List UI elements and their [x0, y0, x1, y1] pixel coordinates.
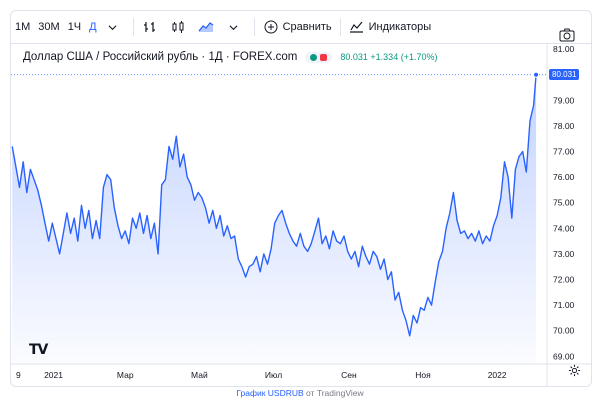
- alert-icon: [320, 53, 328, 61]
- interval-1h[interactable]: 1Ч: [67, 21, 82, 33]
- price-quote: 80.031 +1.334 (+1.70%): [340, 52, 438, 62]
- indicators-button[interactable]: Индикаторы: [345, 11, 436, 43]
- attribution: График USDRUB от TradingView: [0, 388, 600, 398]
- last-price-badge: 80.031: [549, 68, 580, 80]
- time-tick-label: Сен: [341, 370, 357, 380]
- compare-button[interactable]: Сравнить: [259, 11, 336, 43]
- price-tick-label: 69.00: [553, 351, 575, 361]
- bar-style-button[interactable]: [138, 11, 166, 43]
- toolbar-divider: [253, 18, 255, 36]
- price-tick-label: 74.00: [553, 223, 575, 233]
- attribution-suffix: от TradingView: [303, 388, 364, 398]
- plus-circle-icon: [263, 19, 279, 35]
- chart-toolbar: 1М 30М 1Ч Д: [11, 11, 591, 44]
- price-tick-label: 76.00: [553, 172, 575, 182]
- area-style-button[interactable]: [194, 11, 222, 43]
- price-tick-label: 71.00: [553, 300, 575, 310]
- snapshot-button[interactable]: [555, 19, 583, 51]
- market-status[interactable]: [305, 51, 333, 63]
- gear-icon: [568, 364, 581, 377]
- indicators-icon: [349, 19, 365, 35]
- chevron-down-icon: [226, 19, 242, 35]
- time-tick-label: Ноя: [415, 370, 431, 380]
- last-price-point: [533, 71, 540, 78]
- price-line: [11, 74, 537, 337]
- candles-icon: [170, 19, 186, 35]
- compare-label: Сравнить: [282, 21, 332, 33]
- toolbar-divider: [339, 18, 341, 36]
- interval-1d[interactable]: Д: [89, 21, 97, 33]
- time-tick-label: Июл: [265, 370, 282, 380]
- price-chart[interactable]: 81.0080.0079.0078.0077.0076.0075.0074.00…: [11, 44, 591, 386]
- area-chart-icon: [198, 19, 214, 35]
- symbol-link[interactable]: График USDRUB: [236, 388, 304, 398]
- settings-button[interactable]: [568, 364, 581, 382]
- price-tick-label: 78.00: [553, 121, 575, 131]
- time-axis: 9 2021 Мар Май Июл Сен Ноя 2022: [16, 370, 507, 380]
- time-tick-label: Мар: [117, 370, 134, 380]
- indicators-label: Индикаторы: [368, 21, 432, 33]
- price-tick-label: 72.00: [553, 275, 575, 285]
- toolbar-divider: [132, 18, 134, 36]
- price-tick-label: 77.00: [553, 147, 575, 157]
- camera-icon: [559, 27, 575, 43]
- time-tick-label: 2022: [488, 370, 507, 380]
- price-axis: 81.0080.0079.0078.0077.0076.0075.0074.00…: [553, 44, 575, 361]
- chevron-down-icon: [105, 19, 121, 35]
- price-area: [12, 74, 537, 364]
- price-tick-label: 79.00: [553, 95, 575, 105]
- price-tick-label: 70.00: [553, 326, 575, 336]
- tradingview-logo[interactable]: TV: [29, 342, 48, 358]
- bars-icon: [142, 19, 158, 35]
- price-tick-label: 73.00: [553, 249, 575, 259]
- chart-legend: Доллар США / Российский рубль · 1Д · FOR…: [23, 51, 437, 63]
- style-dropdown[interactable]: [222, 11, 250, 43]
- time-tick-label: Май: [191, 370, 208, 380]
- price-tick-label: 75.00: [553, 198, 575, 208]
- interval-30m[interactable]: 30М: [38, 21, 60, 33]
- price-tick-label: 81.00: [553, 44, 575, 54]
- candle-style-button[interactable]: [166, 11, 194, 43]
- status-dot-icon: [310, 53, 318, 61]
- interval-dropdown[interactable]: [101, 11, 129, 43]
- symbol-title: Доллар США / Российский рубль · 1Д · FOR…: [23, 51, 298, 63]
- time-tick-label: 2021: [44, 370, 63, 380]
- interval-1m[interactable]: 1М: [15, 21, 31, 33]
- chart-widget: 1М 30М 1Ч Д: [10, 10, 592, 387]
- time-tick-label: 9: [16, 370, 21, 380]
